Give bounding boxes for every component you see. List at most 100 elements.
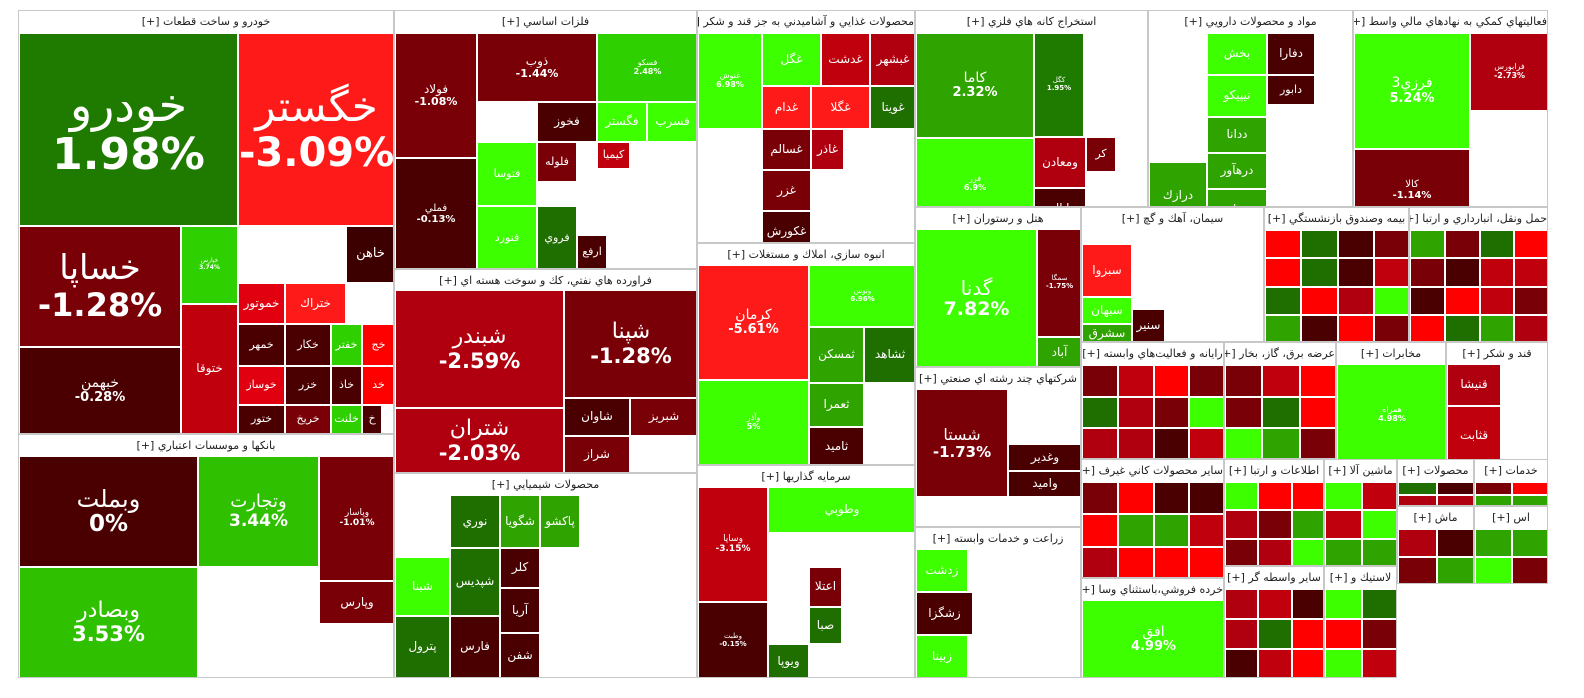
stock-tile[interactable]: [1225, 428, 1263, 458]
stock-tile[interactable]: [1325, 482, 1362, 511]
stock-tile[interactable]: [1475, 482, 1512, 495]
stock-tile[interactable]: [1265, 258, 1302, 287]
stock-tile[interactable]: [1225, 649, 1259, 677]
stock-tile[interactable]: [1444, 286, 1480, 315]
stock-tile[interactable]: نوري: [450, 495, 500, 548]
stock-tile[interactable]: [1475, 557, 1512, 583]
stock-tile[interactable]: شپديس: [450, 548, 500, 616]
stock-tile[interactable]: [1479, 314, 1515, 341]
sector-multi[interactable]: شركتهاي چند رشته اي صنعتي [+] شستا -1.73% و…: [915, 367, 1081, 527]
stock-tile[interactable]: ذوب -1.44%: [477, 33, 597, 102]
stock-tile[interactable]: خمهر: [238, 324, 285, 366]
stock-tile[interactable]: [1082, 482, 1118, 515]
stock-tile[interactable]: فگستر: [597, 102, 647, 142]
stock-tile[interactable]: شستا -1.73%: [916, 389, 1008, 497]
stock-tile[interactable]: [1337, 258, 1374, 287]
sector-header[interactable]: اس [+]: [1475, 507, 1547, 529]
sector-header[interactable]: ماشين آلا [+]: [1325, 460, 1396, 482]
stock-tile[interactable]: [1475, 494, 1512, 505]
stock-tile[interactable]: فنورد: [477, 206, 537, 268]
sector-mining[interactable]: استخراج كانه هاي فلزي [+] كاما 2.32% كگل 1.9…: [915, 10, 1148, 207]
stock-tile[interactable]: شبندر -2.59%: [395, 290, 564, 408]
stock-tile[interactable]: پترول: [395, 616, 450, 677]
stock-tile[interactable]: صبا: [809, 607, 842, 644]
sector-realestate[interactable]: انبوه سازي، املاك و مستغلات [+] كرمان -5.6…: [697, 243, 915, 465]
stock-tile[interactable]: [1436, 557, 1473, 583]
stock-tile[interactable]: ايال: [1034, 188, 1086, 206]
stock-tile[interactable]: خريخ: [285, 405, 331, 433]
sector-other[interactable]: اس [+]: [1474, 506, 1548, 584]
stock-tile[interactable]: شاوان: [564, 398, 630, 436]
stock-tile[interactable]: [1325, 589, 1362, 619]
stock-tile[interactable]: وطبت -0.15%: [698, 602, 768, 677]
stock-tile[interactable]: [1337, 286, 1374, 315]
sector-agri[interactable]: زراعت و خدمات وابسته [+] زدشت زشگزا زبينا: [915, 527, 1081, 678]
stock-tile[interactable]: [1398, 529, 1437, 557]
stock-tile[interactable]: [1361, 649, 1396, 677]
sector-header[interactable]: مواد و محصولات دارويي [+]: [1149, 11, 1352, 33]
stock-tile[interactable]: [1291, 589, 1323, 619]
stock-tile[interactable]: وطوبي: [768, 487, 914, 533]
stock-tile[interactable]: شپنا -1.28%: [564, 290, 696, 398]
stock-tile[interactable]: [1225, 396, 1263, 429]
stock-tile[interactable]: [1225, 510, 1259, 539]
sector-header[interactable]: اطلاعات و ارتبا [+]: [1225, 460, 1323, 482]
sector-header[interactable]: فلزات اساسي [+]: [395, 11, 696, 33]
stock-tile[interactable]: درازك: [1149, 162, 1207, 206]
stock-tile[interactable]: غكورش: [762, 211, 811, 242]
stock-tile[interactable]: [1361, 510, 1396, 539]
stock-tile[interactable]: [1444, 230, 1480, 259]
sector-other[interactable]: خدمات [+]: [1474, 459, 1548, 506]
stock-tile[interactable]: [1373, 286, 1408, 315]
stock-tile[interactable]: [1479, 258, 1515, 287]
stock-tile[interactable]: غنوش 6.98%: [698, 33, 762, 129]
stock-tile[interactable]: [1436, 494, 1473, 505]
stock-tile[interactable]: [1225, 619, 1259, 649]
stock-tile[interactable]: خكار: [285, 324, 331, 366]
stock-tile[interactable]: ويوپا: [768, 644, 809, 677]
stock-tile[interactable]: شبنا: [395, 557, 450, 616]
stock-tile[interactable]: [1373, 314, 1408, 341]
sector-header[interactable]: ماش [+]: [1398, 507, 1473, 529]
stock-tile[interactable]: [1082, 365, 1118, 397]
stock-tile[interactable]: [1337, 314, 1374, 341]
stock-tile[interactable]: خج: [362, 324, 393, 366]
stock-tile[interactable]: تيپيكو: [1207, 75, 1267, 117]
stock-tile[interactable]: ثاميد: [809, 427, 864, 464]
sector-pharma[interactable]: مواد و محصولات دارويي [+] دفارا بخش تيپيكو د…: [1148, 10, 1353, 207]
stock-tile[interactable]: غدام: [762, 86, 811, 129]
sector-header[interactable]: شركتهاي چند رشته اي صنعتي [+]: [916, 368, 1080, 390]
stock-tile[interactable]: كاما 2.32%: [916, 33, 1034, 138]
stock-tile[interactable]: [1082, 514, 1118, 547]
sector-investment[interactable]: سرمايه گذاريها [+] وساپا -3.15% وطوبي وطبت -0…: [697, 465, 915, 678]
stock-tile[interactable]: [1398, 557, 1437, 583]
sector-header[interactable]: محصولات [+]: [1398, 460, 1473, 482]
stock-tile[interactable]: ومعادن: [1034, 137, 1086, 188]
stock-tile[interactable]: [1514, 314, 1547, 341]
stock-tile[interactable]: ثمسكن: [809, 327, 864, 383]
sector-header[interactable]: ساير واسطه گر [+]: [1225, 567, 1323, 589]
stock-tile[interactable]: [1514, 258, 1547, 287]
stock-tile[interactable]: [1512, 494, 1547, 505]
stock-tile[interactable]: خودرو 1.98%: [19, 33, 238, 226]
sector-header[interactable]: خودرو و ساخت قطعات [+]: [19, 11, 393, 33]
stock-tile[interactable]: افق 4.99%: [1082, 600, 1223, 677]
stock-tile[interactable]: [1361, 619, 1396, 649]
stock-tile[interactable]: [1479, 230, 1515, 259]
sector-metals[interactable]: فلزات اساسي [+] فولاد -1.08% ذوب -1.44% فملي -…: [394, 10, 697, 269]
sector-other[interactable]: بيمه وصندوق بازنشستگي [+]: [1264, 207, 1409, 342]
sector-header[interactable]: استخراج كانه هاي فلزي [+]: [916, 11, 1147, 33]
stock-tile[interactable]: غاذر: [811, 129, 844, 170]
stock-tile[interactable]: [1117, 514, 1154, 547]
stock-tile[interactable]: [1398, 494, 1437, 505]
stock-tile[interactable]: [1436, 529, 1473, 557]
stock-tile[interactable]: فزر 6.9%: [916, 138, 1034, 206]
stock-tile[interactable]: وساپا -3.15%: [698, 487, 768, 602]
stock-tile[interactable]: [1291, 619, 1323, 649]
stock-tile[interactable]: خموتور: [238, 283, 285, 324]
sector-header[interactable]: قند و شكر [+]: [1447, 343, 1547, 365]
stock-tile[interactable]: [1117, 396, 1154, 429]
sector-sugar[interactable]: قند و شكر [+] قنيشا قثابت: [1446, 342, 1548, 464]
stock-tile[interactable]: [1512, 557, 1547, 583]
sector-header[interactable]: هتل و رستوران [+]: [916, 208, 1080, 230]
